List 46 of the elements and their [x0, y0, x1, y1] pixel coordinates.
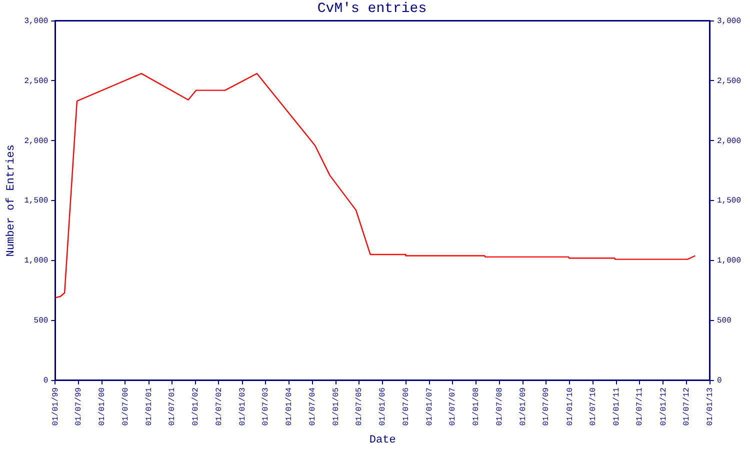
x-tick-label: 01/01/08 — [472, 387, 482, 426]
x-tick-label: 01/07/03 — [262, 387, 271, 426]
x-tick-label: 01/07/10 — [588, 387, 598, 426]
x-tick-label: 01/01/11 — [612, 387, 622, 426]
y2-tick-label: 500 — [716, 316, 732, 326]
x-tick-label: 01/01/07 — [425, 387, 434, 426]
x-tick-label: 01/07/09 — [542, 387, 552, 426]
x-tick-label: 01/01/12 — [659, 387, 668, 426]
x-tick-label: 01/01/00 — [98, 387, 108, 426]
x-tick-label: 01/01/03 — [238, 387, 248, 426]
y-tick-label: 2,500 — [24, 76, 48, 86]
x-tick-label: 01/07/02 — [214, 387, 224, 426]
y2-tick-label: 1,000 — [716, 256, 742, 266]
y2-tick-label: 0 — [716, 376, 722, 386]
x-tick-label: 01/01/02 — [192, 387, 201, 426]
y-tick-label: 1,000 — [24, 256, 48, 266]
x-axis-title: Date — [369, 434, 396, 446]
y-tick-label: 3,000 — [24, 16, 48, 26]
x-tick-label: 01/01/06 — [378, 387, 388, 426]
y-tick-label: 1,500 — [24, 196, 48, 206]
x-tick-label: 01/01/04 — [285, 387, 294, 426]
x-tick-label: 01/01/10 — [566, 387, 575, 426]
x-tick-label: 01/01/09 — [519, 387, 528, 426]
y-tick-label: 500 — [34, 316, 48, 326]
y-axis-title: Number of Entries — [6, 144, 18, 257]
y2-tick-label: 2,500 — [716, 76, 742, 86]
x-tick-label: 01/07/11 — [636, 387, 645, 426]
x-tick-label: 01/07/99 — [74, 387, 84, 426]
x-tick-label: 01/07/07 — [448, 387, 458, 426]
x-tick-label: 01/07/01 — [168, 387, 178, 426]
y2-tick-label: 2,000 — [716, 136, 742, 146]
y-tick-label: 0 — [43, 376, 48, 386]
x-tick-label: 01/07/05 — [355, 387, 364, 426]
y2-tick-label: 3,000 — [716, 16, 742, 26]
chart-title: CvM's entries — [317, 1, 427, 18]
x-tick-label: 01/07/00 — [121, 387, 130, 426]
x-tick-label: 01/07/06 — [402, 387, 411, 426]
x-tick-label: 01/07/08 — [495, 387, 504, 426]
y2-tick-label: 1,500 — [716, 196, 742, 206]
x-tick-label: 01/01/13 — [706, 387, 716, 426]
x-tick-label: 01/01/99 — [51, 387, 60, 426]
x-tick-label: 01/07/04 — [308, 387, 318, 426]
x-tick-label: 01/01/01 — [144, 387, 154, 426]
x-tick-label: 01/01/05 — [332, 387, 341, 426]
y-tick-label: 2,000 — [24, 136, 48, 146]
x-tick-label: 01/07/12 — [682, 387, 692, 426]
